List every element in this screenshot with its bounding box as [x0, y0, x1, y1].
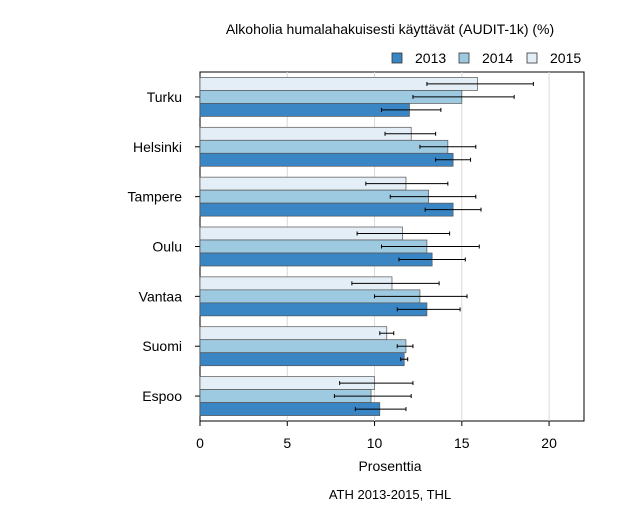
plot-area: 0 5 10 15 20 Turku Helsinki Tampere Oulu Vantaa Su… [128, 71, 585, 451]
bar-2013 [199, 103, 410, 117]
bar-2014 [199, 339, 407, 354]
category-label: Tampere [128, 189, 183, 205]
category-label: Helsinki [133, 139, 182, 155]
bar-2013 [199, 152, 454, 167]
category-label: Espoo [142, 388, 182, 404]
category-label: Suomi [142, 338, 182, 354]
category-label: Vantaa [139, 288, 183, 304]
legend-label-2013: 2013 [415, 50, 446, 66]
bar-2014 [199, 139, 449, 154]
x-axis-label: Prosenttia [358, 458, 421, 474]
bar-2013 [199, 402, 381, 416]
chart-title: Alkoholia humalahakuisesti käyttävät (AU… [226, 21, 554, 37]
category-label: Turku [147, 89, 182, 105]
x-tick-label: 20 [541, 435, 557, 451]
x-tick-label: 15 [454, 435, 470, 451]
legend-swatch-2015 [526, 52, 538, 64]
bar-2015 [199, 126, 412, 141]
legend-label-2014: 2014 [482, 50, 513, 66]
bar-2015 [199, 326, 388, 341]
bar-2013 [199, 202, 454, 217]
legend-swatch-2014 [458, 52, 470, 64]
bar-2013 [199, 302, 428, 317]
bar-2013 [199, 352, 405, 367]
legend: 2013 2014 2015 [391, 50, 581, 66]
x-tick-label: 5 [283, 435, 291, 451]
chart-caption: ATH 2013-2015, THL [329, 487, 451, 502]
legend-label-2015: 2015 [550, 50, 581, 66]
legend-swatch-2013 [391, 52, 403, 64]
x-tick-label: 10 [367, 435, 383, 451]
category-label: Oulu [152, 239, 182, 255]
x-tick-label: 0 [196, 435, 204, 451]
bar-2013 [199, 252, 433, 267]
